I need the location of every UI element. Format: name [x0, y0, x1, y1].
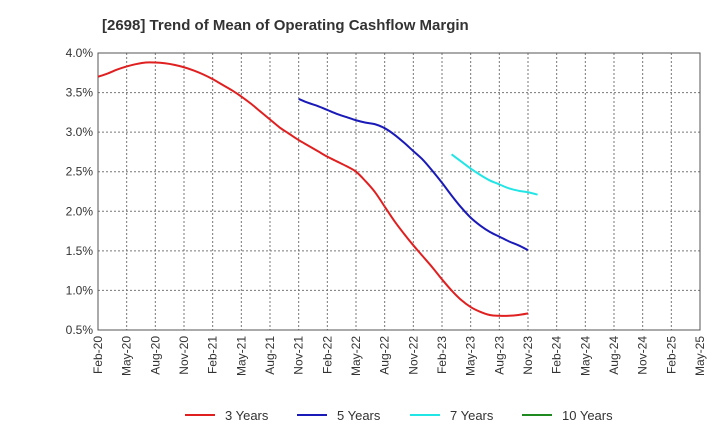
x-tick-label: May-20	[120, 336, 134, 376]
x-tick-label: May-24	[578, 336, 592, 376]
series-line-7-years	[450, 153, 538, 196]
grid-lines	[97, 52, 701, 331]
legend-label: 10 Years	[562, 408, 613, 423]
y-tick-label: 0.5%	[66, 323, 94, 337]
y-tick-label: 2.0%	[66, 204, 94, 218]
x-tick-label: Aug-20	[148, 336, 162, 375]
x-tick-label: Feb-22	[320, 336, 334, 374]
series-line-5-years	[298, 97, 529, 251]
series-line-3-years	[97, 61, 529, 317]
x-tick-label: May-23	[464, 336, 478, 376]
x-tick-label: Aug-24	[607, 336, 621, 375]
x-tick-label: Nov-23	[521, 336, 535, 375]
y-tick-label: 1.5%	[66, 244, 94, 258]
x-axis-ticks: Feb-20 May-20 Aug-20 Nov-20 Feb-21 May-21 Aug-…	[91, 336, 707, 376]
series-lines	[97, 61, 538, 317]
y-axis-ticks: 4.0% 3.5% 3.0% 2.5% 2.0% 1.5% 1.0% 0.5%	[66, 46, 94, 337]
x-tick-label: Aug-21	[263, 336, 277, 375]
x-tick-label: May-22	[349, 336, 363, 376]
legend-label: 5 Years	[337, 408, 381, 423]
x-tick-label: Nov-22	[406, 336, 420, 375]
legend: 3 Years 5 Years 7 Years 10 Years	[185, 408, 613, 423]
x-tick-label: Feb-20	[91, 336, 105, 374]
x-tick-label: Aug-22	[378, 336, 392, 375]
y-tick-label: 2.5%	[66, 165, 94, 179]
y-tick-label: 4.0%	[66, 46, 94, 60]
x-tick-label: Feb-24	[550, 336, 564, 374]
y-tick-label: 3.0%	[66, 125, 94, 139]
x-tick-label: Nov-21	[292, 336, 306, 375]
x-tick-label: Feb-23	[435, 336, 449, 374]
x-tick-label: Feb-21	[206, 336, 220, 374]
x-tick-label: May-21	[234, 336, 248, 376]
chart-title: [2698] Trend of Mean of Operating Cashfl…	[102, 17, 469, 34]
y-tick-label: 1.0%	[66, 283, 94, 297]
x-tick-label: Feb-25	[664, 336, 678, 374]
legend-label: 7 Years	[450, 408, 494, 423]
plot-area	[97, 52, 701, 331]
legend-label: 3 Years	[225, 408, 269, 423]
y-tick-label: 3.5%	[66, 86, 94, 100]
x-tick-label: May-25	[693, 336, 707, 376]
x-tick-label: Aug-23	[492, 336, 506, 375]
x-tick-label: Nov-20	[177, 336, 191, 375]
x-tick-label: Nov-24	[636, 336, 650, 375]
